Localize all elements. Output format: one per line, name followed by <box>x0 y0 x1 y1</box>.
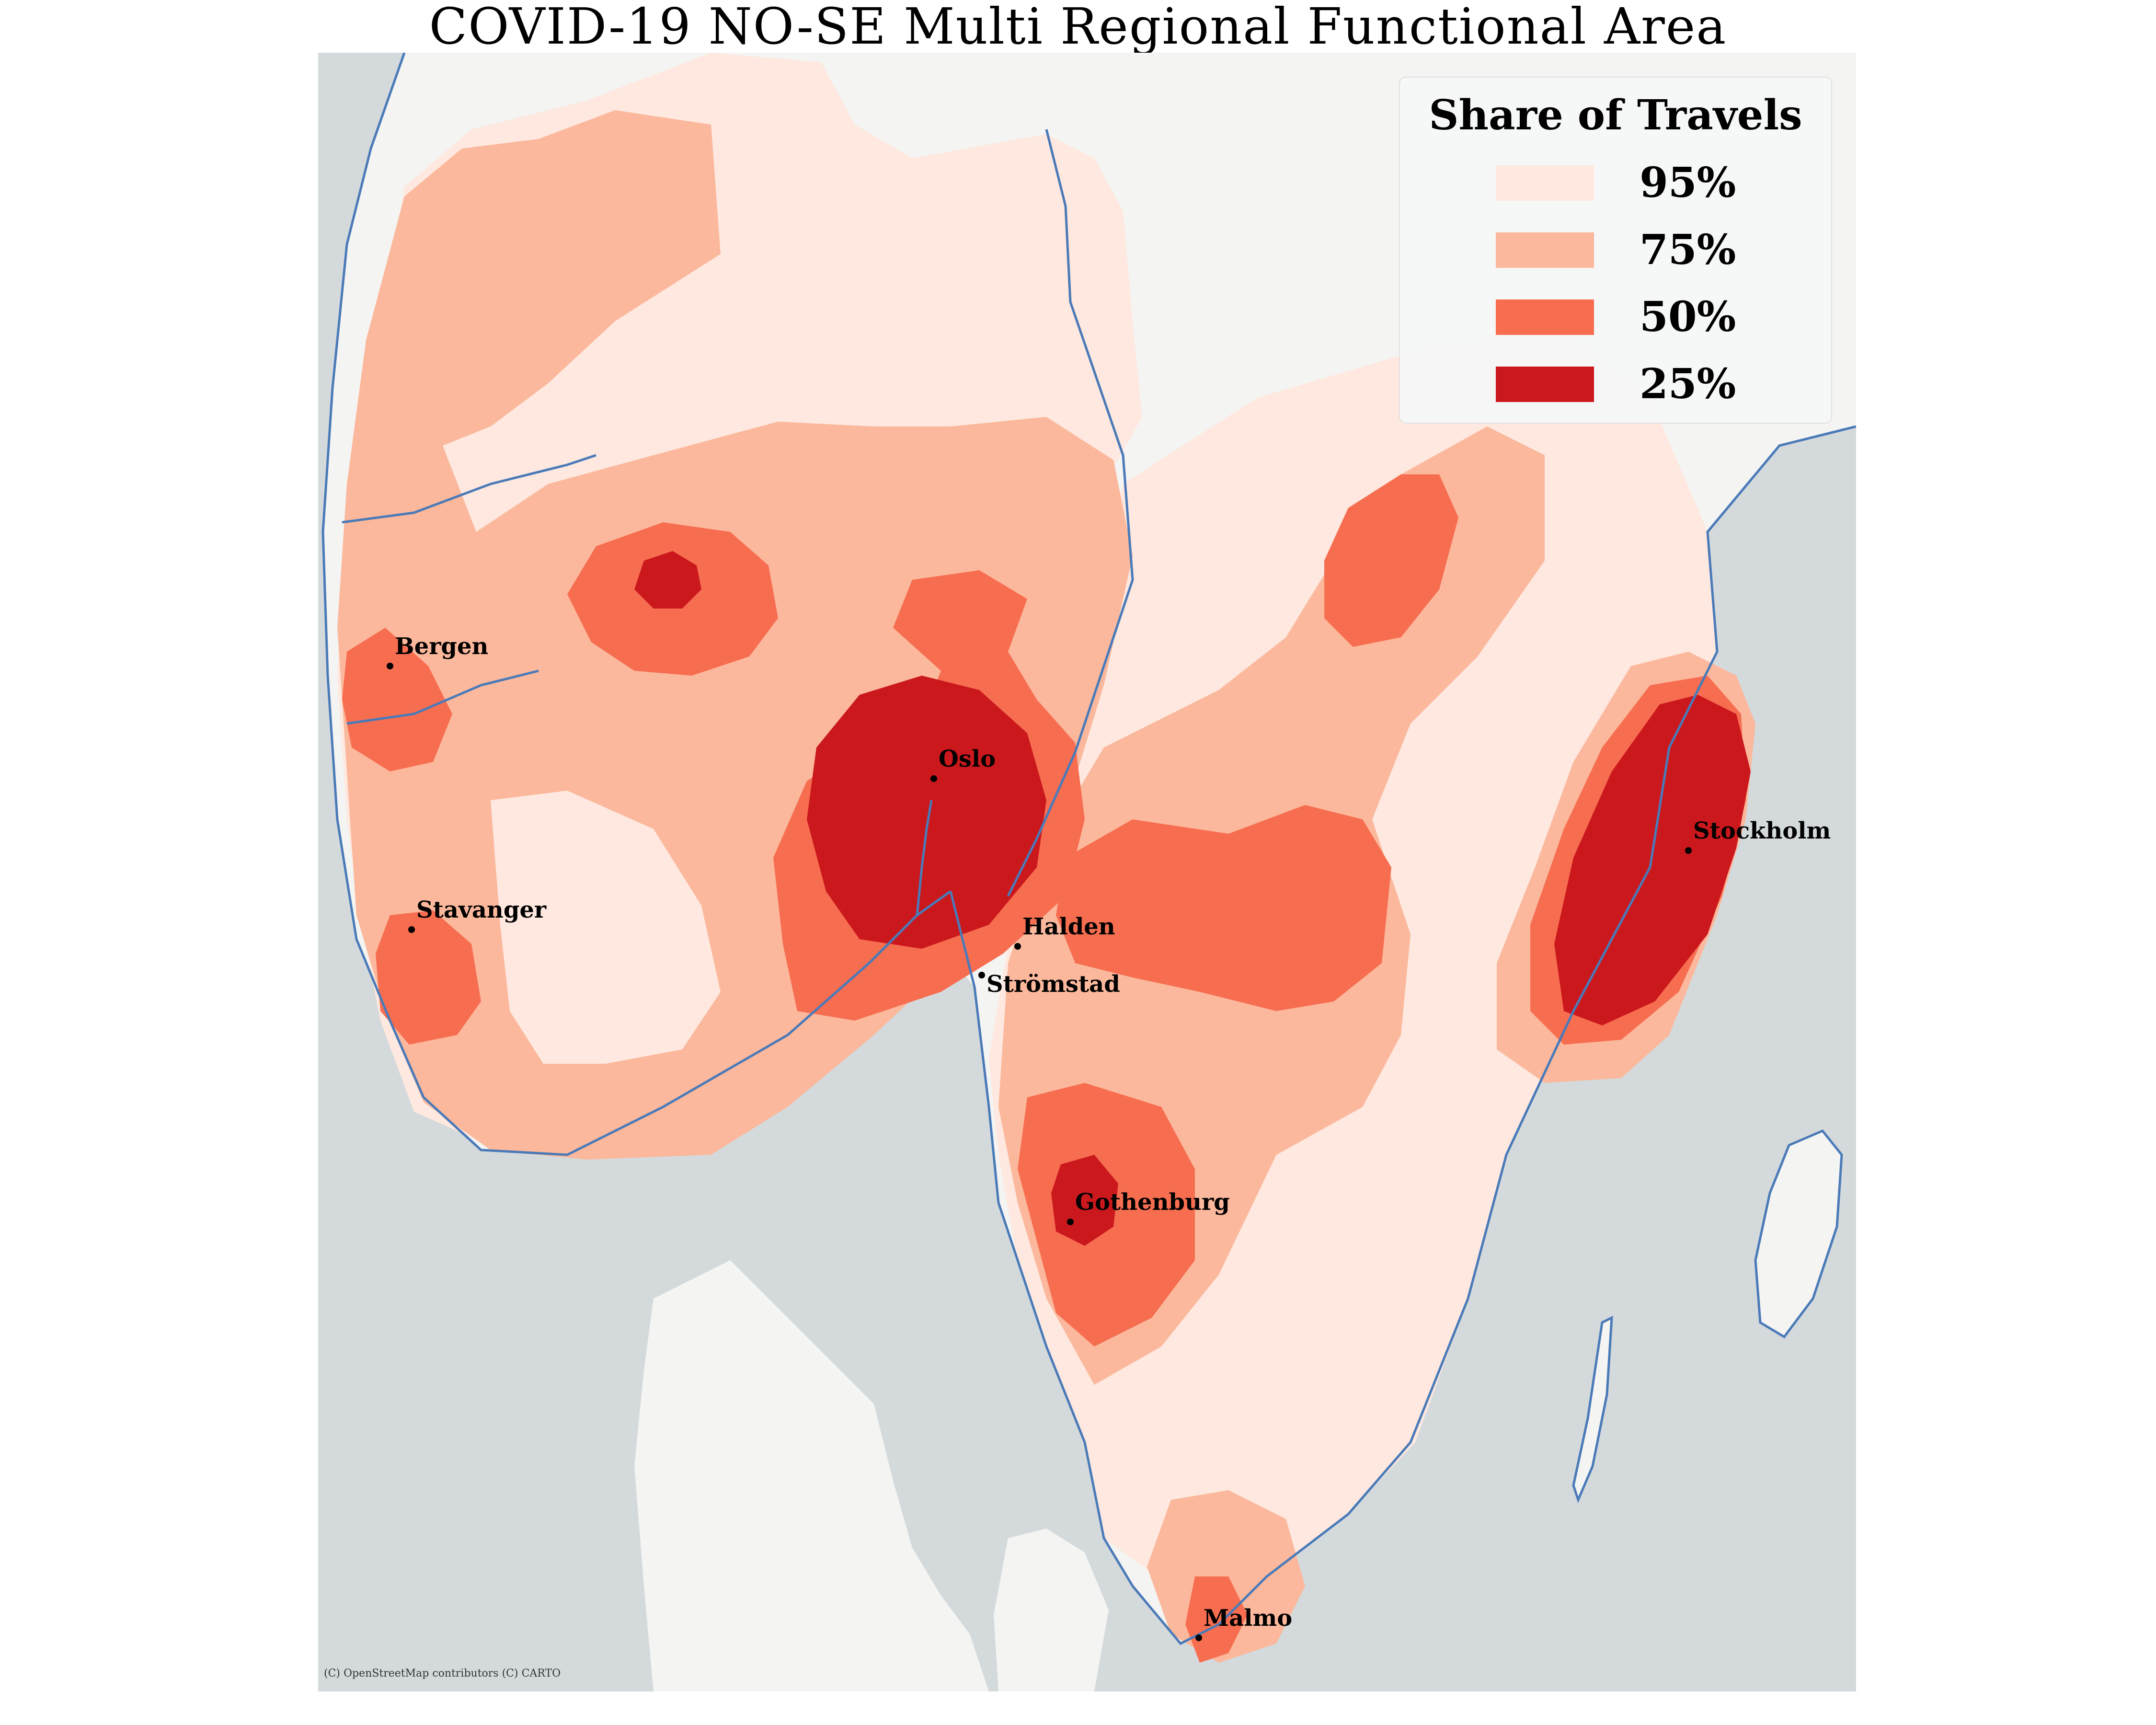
city-marker <box>1195 1634 1202 1641</box>
legend: Share of Travels 95% 75% 50% 25% <box>1399 77 1832 424</box>
legend-label-50: 50% <box>1640 293 1736 341</box>
legend-swatch-95 <box>1496 165 1594 201</box>
land-zealand <box>994 1529 1109 1691</box>
legend-swatch-50 <box>1496 299 1594 335</box>
zone-50-bergen <box>342 628 452 771</box>
city-marker <box>1685 847 1692 854</box>
border-norway-sweden <box>1007 129 1134 897</box>
land-oland <box>1573 1318 1612 1500</box>
legend-label-75: 75% <box>1640 226 1736 274</box>
map-title: COVID-19 NO-SE Multi Regional Functional… <box>429 0 1727 56</box>
city-label-oslo: Oslo <box>939 746 996 772</box>
city-stavanger[interactable]: Stavanger <box>408 897 547 933</box>
map-attribution: (C) OpenStreetMap contributors (C) CARTO <box>324 1668 561 1679</box>
city-marker <box>978 972 985 978</box>
zone-25-oslo <box>807 676 1046 949</box>
city-label-halden: Halden <box>1022 913 1115 940</box>
city-marker <box>1014 943 1021 950</box>
fjord-sogn <box>342 454 596 524</box>
city-label-stromstad: Strömstad <box>986 971 1120 998</box>
city-stromstad[interactable]: Strömstad <box>978 971 1120 998</box>
legend-label-95: 95% <box>1640 159 1736 207</box>
legend-label-25: 25% <box>1640 360 1736 408</box>
city-bergen[interactable]: Bergen <box>387 633 488 669</box>
legend-swatch-75 <box>1496 232 1594 268</box>
coast-oland <box>1572 1315 1613 1504</box>
fjord-hardanger <box>346 669 539 725</box>
land-denmark <box>634 1260 989 1691</box>
coastline-layer <box>321 53 1856 1645</box>
city-marker <box>1067 1219 1074 1225</box>
city-marker <box>408 926 415 933</box>
coast-norway <box>321 53 952 1156</box>
city-label-stavanger: Stavanger <box>416 897 547 923</box>
zone-50-malmo <box>1185 1576 1248 1663</box>
city-label-bergen: Bergen <box>395 633 488 660</box>
city-marker <box>387 663 393 669</box>
land-gotland <box>1755 1131 1842 1337</box>
coast-gotland <box>1754 1129 1843 1339</box>
zone-50-north-sweden <box>1324 474 1458 647</box>
city-malmo[interactable]: Malmo <box>1195 1605 1292 1641</box>
city-label-stockholm: Stockholm <box>1693 817 1831 844</box>
zone-25-north <box>634 551 701 609</box>
legend-entry-95: 95% <box>1496 161 1793 205</box>
city-oslo[interactable]: Oslo <box>930 746 996 782</box>
legend-entry-25: 25% <box>1496 363 1793 406</box>
legend-title: Share of Travels <box>1429 91 1802 139</box>
zone-50-stavanger <box>376 910 481 1045</box>
city-marker <box>930 775 937 782</box>
city-label-gothenburg: Gothenburg <box>1075 1189 1230 1216</box>
cities-layer: Bergen Oslo Stavanger Halden Strömstad S… <box>387 633 1831 1641</box>
zone-95-inner-norway <box>491 791 721 1064</box>
fjord-oslo <box>916 800 933 916</box>
city-halden[interactable]: Halden <box>1014 913 1115 950</box>
city-label-malmo: Malmo <box>1204 1605 1292 1632</box>
city-stockholm[interactable]: Stockholm <box>1685 817 1831 854</box>
legend-swatch-25 <box>1496 367 1594 402</box>
legend-entry-50: 50% <box>1496 296 1793 339</box>
isopleth-layer <box>337 53 1755 1663</box>
city-gothenburg[interactable]: Gothenburg <box>1067 1189 1230 1225</box>
zone-25-stockholm <box>1554 695 1751 1025</box>
legend-entry-75: 75% <box>1496 229 1793 272</box>
coast-sweden-west <box>949 425 1856 1645</box>
zone-50-sweden-mid <box>1056 805 1391 1011</box>
